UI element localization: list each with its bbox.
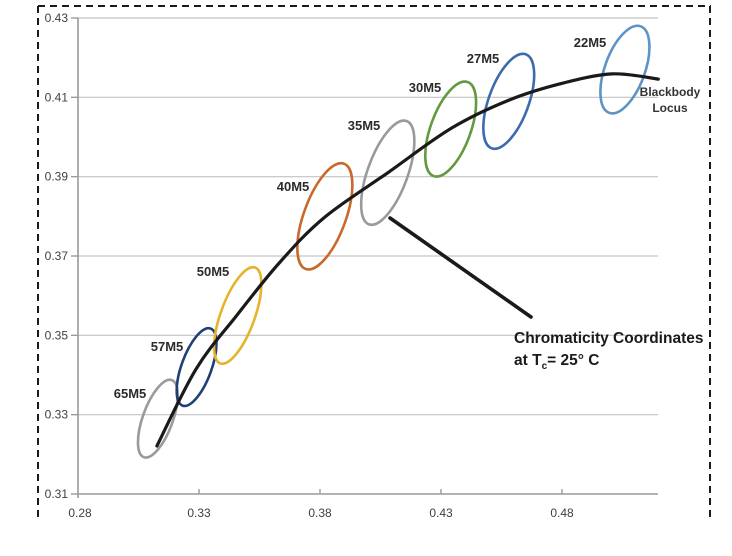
ellipse-50M5	[212, 265, 263, 366]
ellipse-27M5	[482, 52, 536, 151]
blackbody-locus-label-line2: Locus	[652, 101, 688, 115]
annotation-line2: at Tc= 25° C	[514, 352, 599, 372]
ellipse-label-35M5: 35M5	[348, 118, 381, 133]
x-tick-label: 0.38	[308, 506, 332, 520]
annotation-line2-prefix: at T	[514, 352, 542, 369]
annotation-line2-suffix: = 25° C	[547, 352, 599, 369]
annotation-line1: Chromaticity Coordinates	[514, 330, 703, 347]
ellipse-35M5	[359, 119, 416, 227]
x-tick-label: 0.48	[550, 506, 574, 520]
y-tick-label: 0.33	[45, 408, 69, 422]
ellipse-65M5	[136, 378, 180, 459]
ellipse-40M5	[296, 161, 354, 271]
x-tick-label: 0.28	[68, 506, 92, 520]
ellipse-30M5	[423, 80, 478, 178]
blackbody-locus-curve	[155, 72, 660, 448]
ellipse-label-40M5: 40M5	[277, 179, 310, 194]
ellipse-label-65M5: 65M5	[114, 386, 147, 401]
y-tick-label: 0.37	[45, 249, 69, 263]
annotation-pointer-line	[388, 216, 533, 319]
y-tick-label: 0.35	[45, 328, 69, 342]
ellipse-label-27M5: 27M5	[467, 51, 500, 66]
ellipse-label-50M5: 50M5	[197, 264, 230, 279]
annotation-line2-subscript: c	[542, 361, 548, 372]
ellipse-label-57M5: 57M5	[151, 339, 184, 354]
y-tick-label: 0.39	[45, 170, 69, 184]
y-tick-label: 0.31	[45, 487, 69, 501]
blackbody-locus-label-line1: Blackbody	[640, 85, 701, 99]
y-tick-label: 0.43	[45, 11, 69, 25]
ellipse-label-22M5: 22M5	[574, 35, 607, 50]
x-tick-label: 0.33	[187, 506, 211, 520]
y-tick-label: 0.41	[45, 90, 69, 104]
ellipse-label-30M5: 30M5	[409, 80, 442, 95]
ellipse-57M5	[175, 326, 218, 408]
x-tick-label: 0.43	[429, 506, 453, 520]
